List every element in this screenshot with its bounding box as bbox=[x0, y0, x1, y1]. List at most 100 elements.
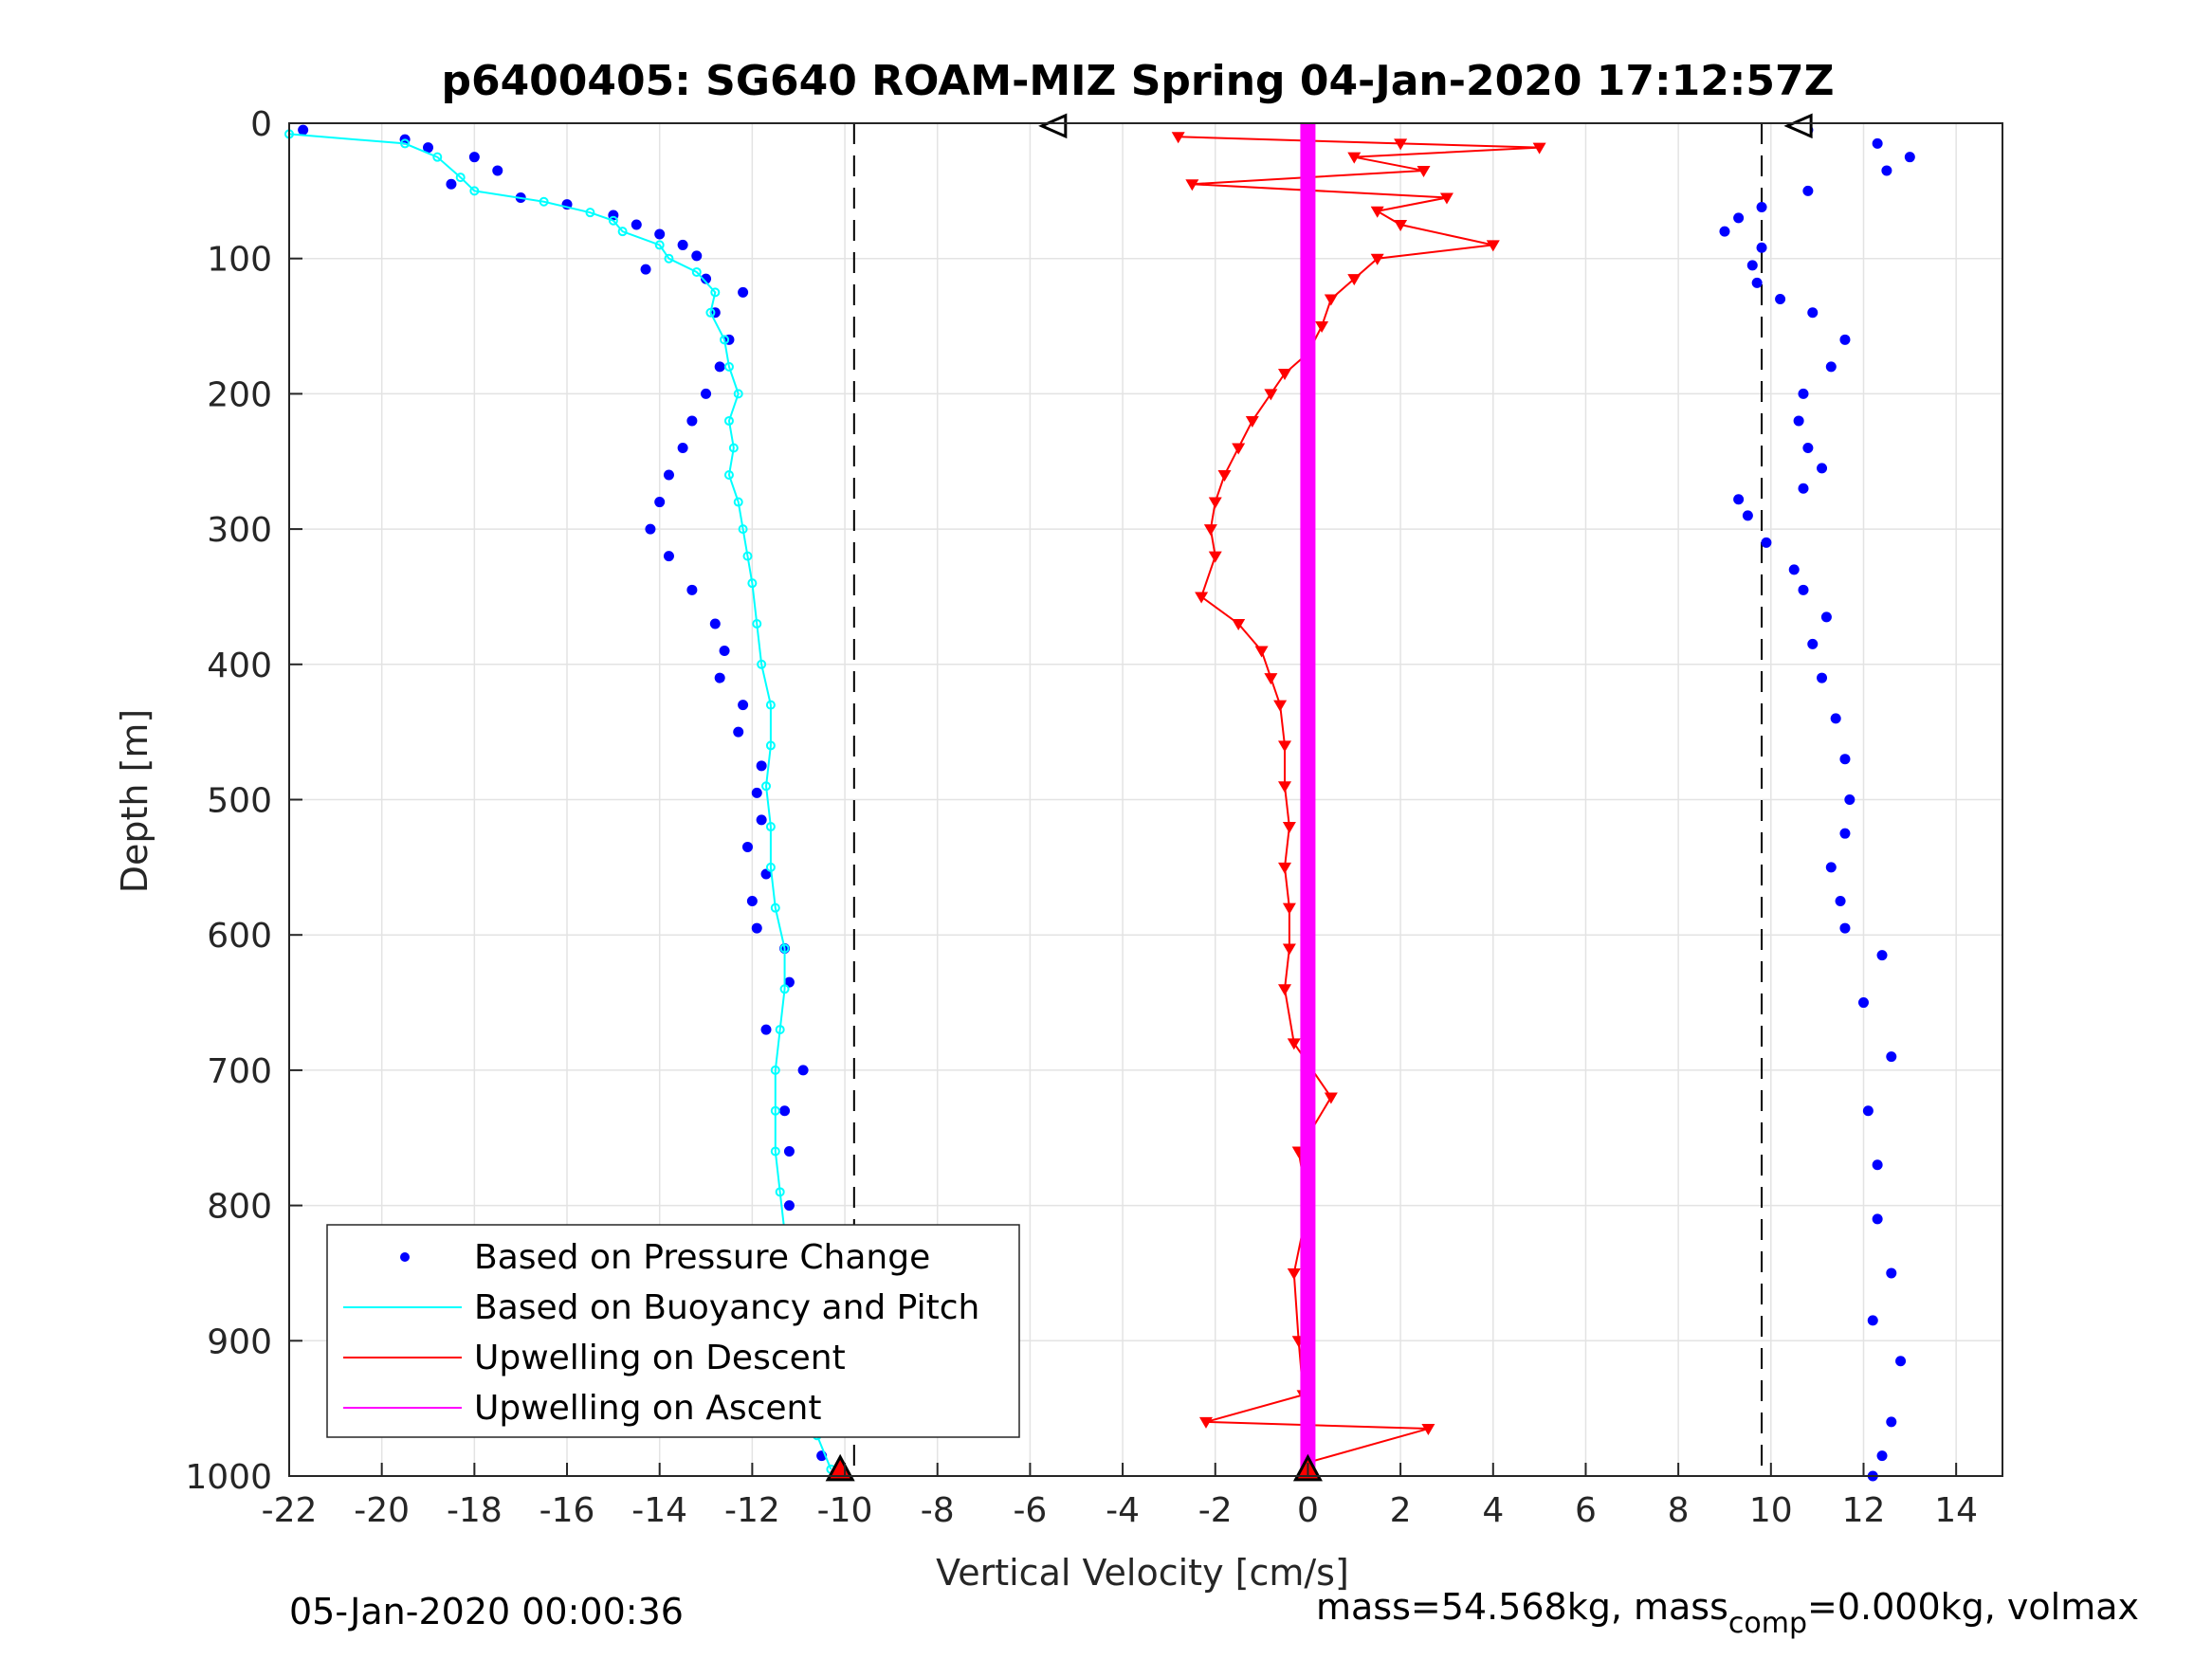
data-point bbox=[1775, 294, 1786, 305]
data-point bbox=[469, 186, 480, 196]
y-axis-ticks: 0 100 200 300 400 500 600 700 800 900 1000 bbox=[185, 105, 302, 1497]
data-point bbox=[701, 273, 712, 284]
data-point bbox=[1198, 1416, 1213, 1429]
data-point bbox=[423, 142, 434, 154]
data-point bbox=[1347, 274, 1362, 286]
data-point bbox=[1904, 152, 1915, 163]
data-point bbox=[738, 700, 749, 711]
data-point bbox=[663, 469, 674, 481]
data-point bbox=[1756, 242, 1767, 253]
data-point bbox=[728, 443, 739, 453]
data-point bbox=[691, 250, 703, 262]
data-point bbox=[691, 266, 702, 277]
data-point bbox=[1876, 950, 1888, 961]
y-axis-label: Depth [m] bbox=[114, 709, 155, 894]
data-point bbox=[1742, 510, 1753, 521]
data-point bbox=[1839, 334, 1851, 345]
data-point bbox=[1370, 253, 1384, 265]
data-point bbox=[779, 1105, 791, 1117]
legend-entry: Upwelling on Ascent bbox=[343, 1389, 821, 1428]
x-tick-label: 0 bbox=[1297, 1491, 1319, 1530]
data-point bbox=[1273, 700, 1288, 712]
data-point bbox=[775, 1187, 785, 1197]
data-point bbox=[1203, 524, 1217, 537]
data-point bbox=[645, 523, 656, 535]
data-point bbox=[779, 984, 790, 994]
y-tick-label: 300 bbox=[207, 511, 272, 550]
data-point bbox=[742, 551, 753, 561]
x-tick-label: -18 bbox=[447, 1491, 503, 1530]
series-layer bbox=[284, 113, 1915, 1482]
y-tick-label: 200 bbox=[207, 375, 272, 414]
x-tick-label: -4 bbox=[1106, 1491, 1140, 1530]
data-point bbox=[1287, 1267, 1301, 1280]
legend-entry: Based on Pressure Change bbox=[400, 1238, 930, 1277]
data-point bbox=[1208, 551, 1222, 563]
data-point bbox=[770, 1065, 780, 1075]
x-tick-label: 6 bbox=[1575, 1491, 1597, 1530]
data-point bbox=[1788, 564, 1800, 575]
data-point bbox=[663, 551, 674, 562]
x-tick-label: -14 bbox=[631, 1491, 687, 1530]
y-tick-label: 400 bbox=[207, 647, 272, 685]
data-point bbox=[1817, 463, 1828, 474]
data-point bbox=[1278, 368, 1292, 380]
data-point bbox=[539, 196, 549, 207]
data-point bbox=[1232, 618, 1246, 630]
data-point bbox=[1872, 137, 1883, 149]
data-point bbox=[1886, 1267, 1897, 1279]
x-tick-label: 14 bbox=[1934, 1491, 1978, 1530]
x-tick-label: 10 bbox=[1749, 1491, 1793, 1530]
x-axis-ticks: -22 -20 -18 -16 -14 -12 -10 -8 -6 -4 -2 0 2 4 6 8 10 12 14 bbox=[262, 1463, 1978, 1530]
data-point bbox=[654, 240, 665, 250]
data-point bbox=[1532, 142, 1546, 155]
x-tick-label: -6 bbox=[1013, 1491, 1047, 1530]
data-point bbox=[1719, 226, 1730, 237]
data-point bbox=[761, 781, 772, 792]
data-point bbox=[640, 264, 651, 275]
x-tick-label: -22 bbox=[262, 1491, 318, 1530]
data-point bbox=[298, 124, 309, 136]
data-point bbox=[400, 138, 411, 149]
data-point bbox=[765, 740, 776, 751]
x-tick-label: -8 bbox=[921, 1491, 955, 1530]
data-point bbox=[617, 227, 628, 237]
data-point bbox=[1807, 638, 1819, 649]
x-tick-label: 4 bbox=[1482, 1491, 1504, 1530]
apogee-marker bbox=[825, 1453, 855, 1482]
data-point bbox=[783, 1200, 795, 1212]
data-point bbox=[1264, 673, 1278, 685]
data-point bbox=[1895, 1356, 1907, 1367]
data-point bbox=[714, 672, 725, 684]
data-point bbox=[723, 361, 734, 372]
data-point bbox=[783, 1146, 795, 1158]
data-point bbox=[1486, 240, 1500, 252]
data-point bbox=[797, 1065, 809, 1076]
data-point bbox=[752, 618, 762, 629]
legend-label: Upwelling on Ascent bbox=[474, 1389, 821, 1428]
data-point bbox=[1282, 822, 1296, 834]
data-point bbox=[1324, 1092, 1338, 1104]
data-point bbox=[719, 646, 730, 657]
data-point bbox=[1857, 997, 1869, 1009]
data-point bbox=[1830, 713, 1841, 724]
footer-timestamp: 05-Jan-2020 00:00:36 bbox=[289, 1591, 684, 1632]
start-marker bbox=[1038, 113, 1068, 139]
data-point bbox=[741, 841, 753, 852]
data-point bbox=[1793, 415, 1804, 427]
data-point bbox=[747, 578, 758, 589]
legend-entry: Upwelling on Descent bbox=[343, 1339, 846, 1377]
data-point bbox=[1278, 740, 1292, 753]
data-point bbox=[723, 470, 734, 481]
data-point bbox=[765, 862, 776, 872]
data-point bbox=[1802, 185, 1814, 196]
y-tick-label: 1000 bbox=[185, 1458, 272, 1497]
data-point bbox=[770, 902, 780, 913]
data-point bbox=[1839, 828, 1851, 839]
data-point bbox=[1798, 483, 1809, 494]
data-point bbox=[677, 239, 688, 250]
data-point bbox=[1282, 943, 1296, 956]
data-point bbox=[1876, 1450, 1888, 1462]
data-point bbox=[1802, 442, 1814, 453]
data-point bbox=[701, 388, 712, 399]
